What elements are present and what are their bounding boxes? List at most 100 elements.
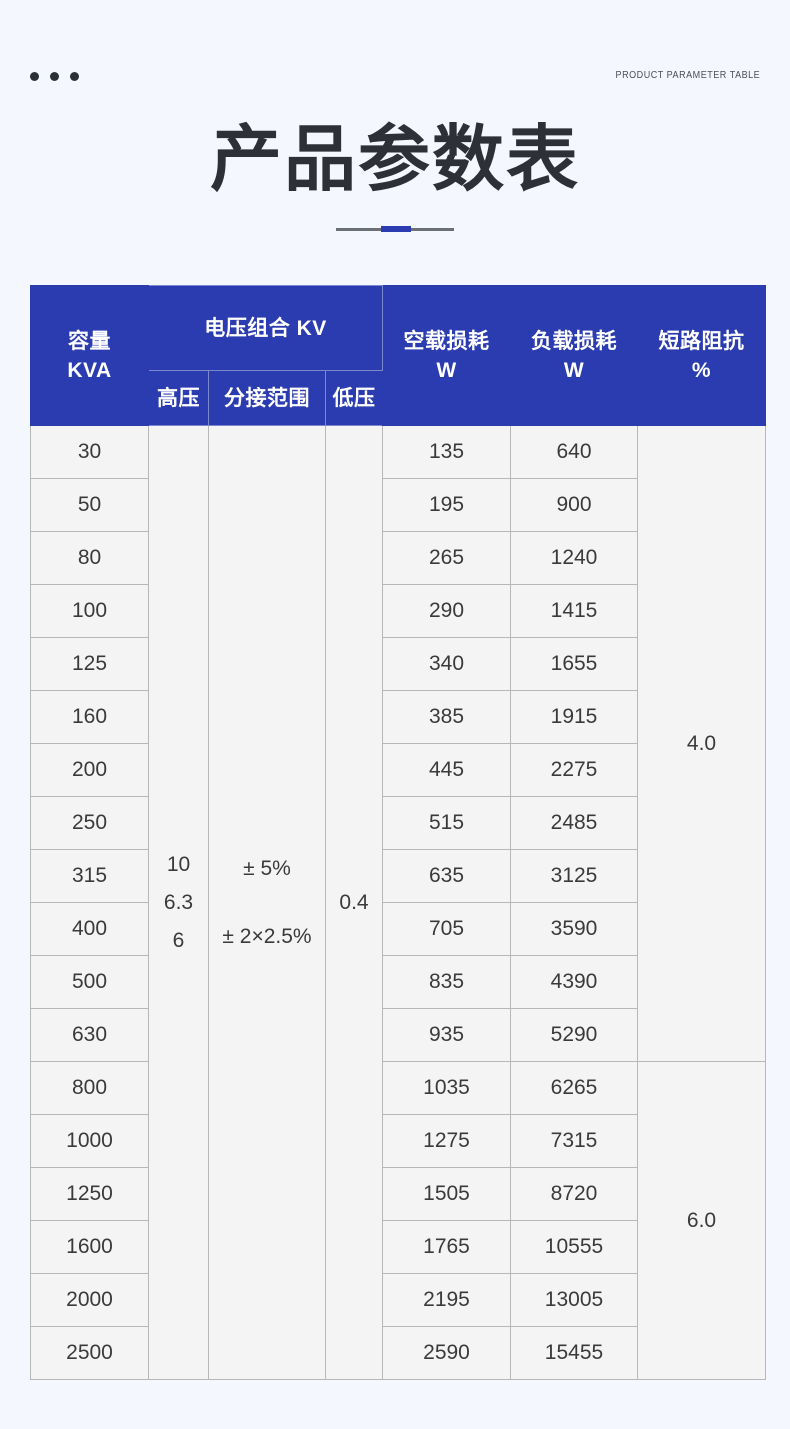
cell-load-loss: 7315 xyxy=(510,1114,638,1168)
cell-no-load-loss: 1505 xyxy=(382,1167,511,1221)
table-row: 315 635 3125 xyxy=(30,849,766,903)
cell-capacity: 800 xyxy=(30,1061,149,1115)
high-voltage-value: 6.3 xyxy=(163,890,194,914)
decorative-dots xyxy=(30,72,79,81)
load-loss-name: 负载损耗 xyxy=(531,329,617,353)
cell-capacity: 2500 xyxy=(30,1326,149,1380)
cell-capacity: 1250 xyxy=(30,1167,149,1221)
no-load-loss-name: 空载损耗 xyxy=(403,329,490,353)
tap-range-value: ± 2×2.5% xyxy=(222,924,312,948)
title-divider xyxy=(336,224,454,234)
cell-load-loss: 8720 xyxy=(510,1167,638,1221)
cell-capacity: 630 xyxy=(30,1008,149,1062)
cell-no-load-loss: 1275 xyxy=(382,1114,511,1168)
cell-no-load-loss: 1765 xyxy=(382,1220,511,1274)
high-voltage-value: 6 xyxy=(172,928,185,952)
cell-capacity: 500 xyxy=(30,955,149,1009)
cell-capacity: 2000 xyxy=(30,1273,149,1327)
cell-load-loss: 1655 xyxy=(510,637,638,691)
table-row: 2000 2195 13005 xyxy=(30,1273,766,1327)
cell-load-loss: 13005 xyxy=(510,1273,638,1327)
cell-load-loss: 1915 xyxy=(510,690,638,744)
load-loss-unit: W xyxy=(563,358,585,382)
table-row: 50 195 900 xyxy=(30,478,766,532)
cell-capacity: 200 xyxy=(30,743,149,797)
col-header-low-voltage: 低压 xyxy=(325,370,383,426)
cell-capacity: 315 xyxy=(30,849,149,903)
dot-icon xyxy=(70,72,79,81)
table-row: 80 265 1240 xyxy=(30,531,766,585)
col-header-short-circuit-impedance: 短路阻抗 % xyxy=(637,285,766,426)
cell-short-circuit-impedance: 4.0 xyxy=(637,425,766,1062)
cell-short-circuit-impedance: 6.0 xyxy=(637,1061,766,1380)
cell-capacity: 250 xyxy=(30,796,149,850)
col-header-tap-range: 分接范围 xyxy=(208,370,326,426)
table-row: 2500 2590 15455 xyxy=(30,1326,766,1380)
cell-capacity: 30 xyxy=(30,425,149,479)
no-load-loss-unit: W xyxy=(436,358,457,382)
impedance-unit: % xyxy=(691,358,712,382)
table-row: 200 445 2275 xyxy=(30,743,766,797)
cell-load-loss: 2275 xyxy=(510,743,638,797)
page-header: PRODUCT PARAMETER TABLE xyxy=(0,0,790,110)
cell-capacity: 160 xyxy=(30,690,149,744)
table-head-row-2: 高压 分接范围 低压 xyxy=(31,370,766,426)
cell-no-load-loss: 635 xyxy=(382,849,511,903)
cell-no-load-loss: 135 xyxy=(382,425,511,479)
capacity-unit: KVA xyxy=(67,358,112,382)
cell-low-voltage: 0.4 xyxy=(325,425,383,1380)
cell-load-loss: 6265 xyxy=(510,1061,638,1115)
cell-high-voltage: 10 6.3 6 xyxy=(148,425,209,1380)
table-row: 30 10 6.3 6 ± 5% ± 2×2.5% 0.4 135 640 4.0 xyxy=(30,425,766,1380)
table-head-row-1: 容量 KVA 电压组合 KV 空载损耗 W 负载损耗 W 短路阻抗 % xyxy=(30,285,766,426)
cell-no-load-loss: 195 xyxy=(382,478,511,532)
cell-no-load-loss: 445 xyxy=(382,743,511,797)
table-row: 125 340 1655 xyxy=(30,637,766,691)
table-head: 容量 KVA 电压组合 KV 空载损耗 W 负载损耗 W 短路阻抗 % 高 xyxy=(30,285,766,426)
cell-load-loss: 5290 xyxy=(510,1008,638,1062)
cell-no-load-loss: 935 xyxy=(382,1008,511,1062)
cell-capacity: 400 xyxy=(30,902,149,956)
cell-load-loss: 640 xyxy=(510,425,638,479)
cell-no-load-loss: 1035 xyxy=(382,1061,511,1115)
table-row: 500 835 4390 xyxy=(30,955,766,1009)
table-row: 630 935 5290 xyxy=(30,1008,766,1062)
col-header-voltage-group: 电压组合 KV xyxy=(148,285,383,371)
cell-tap-range: ± 5% ± 2×2.5% xyxy=(208,425,326,1380)
impedance-name: 短路阻抗 xyxy=(658,329,745,353)
col-header-capacity: 容量 KVA xyxy=(30,285,149,426)
cell-no-load-loss: 290 xyxy=(382,584,511,638)
cell-load-loss: 2485 xyxy=(510,796,638,850)
cell-no-load-loss: 2195 xyxy=(382,1273,511,1327)
cell-capacity: 1000 xyxy=(30,1114,149,1168)
table-row: 1250 1505 8720 xyxy=(30,1167,766,1221)
cell-load-loss: 4390 xyxy=(510,955,638,1009)
cell-load-loss: 10555 xyxy=(510,1220,638,1274)
cell-no-load-loss: 835 xyxy=(382,955,511,1009)
table-row: 800 1035 6265 6.0 xyxy=(30,1061,766,1380)
table-row: 1000 1275 7315 xyxy=(30,1114,766,1168)
title-block: 产品参数表 xyxy=(0,112,790,234)
cell-capacity: 100 xyxy=(30,584,149,638)
parameter-table-wrapper: 容量 KVA 电压组合 KV 空载损耗 W 负载损耗 W 短路阻抗 % 高 xyxy=(30,285,766,1380)
cell-no-load-loss: 265 xyxy=(382,531,511,585)
table-row: 1600 1765 10555 xyxy=(30,1220,766,1274)
high-voltage-value: 10 xyxy=(166,852,191,876)
cell-load-loss: 900 xyxy=(510,478,638,532)
eyebrow-text: PRODUCT PARAMETER TABLE xyxy=(615,69,760,81)
cell-load-loss: 15455 xyxy=(510,1326,638,1380)
page-title: 产品参数表 xyxy=(209,120,580,200)
dot-icon xyxy=(30,72,39,81)
cell-no-load-loss: 340 xyxy=(382,637,511,691)
cell-capacity: 1600 xyxy=(30,1220,149,1274)
cell-capacity: 50 xyxy=(30,478,149,532)
cell-capacity: 80 xyxy=(30,531,149,585)
tap-range-value: ± 5% xyxy=(243,856,291,880)
table-row: 400 705 3590 xyxy=(30,902,766,956)
cell-load-loss: 1415 xyxy=(510,584,638,638)
divider-accent xyxy=(381,226,411,232)
product-parameter-table: 容量 KVA 电压组合 KV 空载损耗 W 负载损耗 W 短路阻抗 % 高 xyxy=(30,285,766,1380)
col-header-high-voltage: 高压 xyxy=(148,370,209,426)
cell-no-load-loss: 385 xyxy=(382,690,511,744)
table-row: 160 385 1915 xyxy=(30,690,766,744)
